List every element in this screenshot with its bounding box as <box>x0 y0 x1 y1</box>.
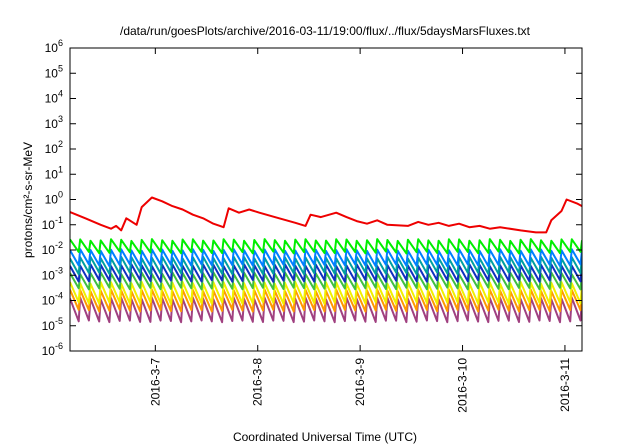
y-axis: 10-6 10-5 10-4 10-3 10-2 10-1 100 101 102 103 104 1… <box>42 38 582 358</box>
chart-title: /data/run/goesPlots/archive/2016-03-11/1… <box>120 24 531 38</box>
y-tick-label: 10-1 <box>42 215 63 232</box>
series-line <box>70 238 582 255</box>
y-tick-label: 10-6 <box>42 341 63 358</box>
y-tick-label: 10-5 <box>42 316 63 333</box>
x-tick-label: 2016-3-11 <box>558 358 572 412</box>
series-line <box>70 271 582 291</box>
y-tick-label: 10-2 <box>42 240 63 257</box>
x-tick-label: 2016-3-7 <box>148 358 162 406</box>
series-line <box>70 263 582 283</box>
plot-area <box>70 196 582 324</box>
x-tick-label: 2016-3-9 <box>353 358 367 406</box>
y-tick-label: 104 <box>45 89 63 106</box>
series-line <box>70 196 582 234</box>
y-tick-label: 10-4 <box>42 291 63 308</box>
x-axis-label: Coordinated Universal Time (UTC) <box>233 430 417 444</box>
x-tick-label: 2016-3-8 <box>251 358 265 406</box>
series-line <box>70 296 582 324</box>
y-tick-label: 10-3 <box>42 265 63 282</box>
series-line <box>70 255 582 276</box>
y-tick-label: 105 <box>45 63 63 80</box>
y-tick-label: 100 <box>45 190 63 207</box>
x-axis: 2016-3-7 2016-3-8 2016-3-9 2016-3-10 2016-3-… <box>148 48 572 413</box>
y-tick-label: 101 <box>45 164 63 181</box>
y-axis-label: protons/cm²-s-sr-MeV <box>21 142 35 258</box>
y-tick-label: 103 <box>45 114 63 131</box>
series-line <box>70 248 582 268</box>
x-tick-label: 2016-3-10 <box>456 358 470 413</box>
y-tick-label: 102 <box>45 139 63 156</box>
y-tick-label: 106 <box>45 38 63 55</box>
series-line <box>70 281 582 305</box>
series-line <box>70 288 582 313</box>
